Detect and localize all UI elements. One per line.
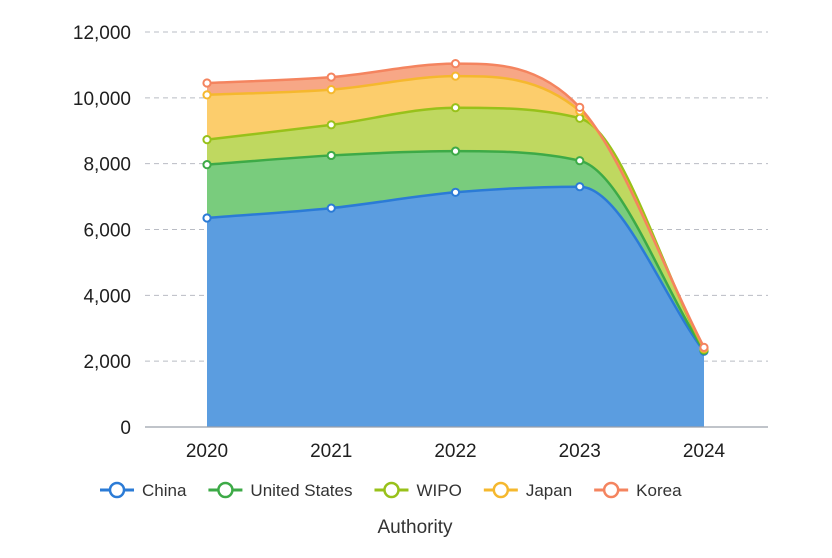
point-japan-2022[interactable] <box>452 73 459 80</box>
y-tick-label: 0 <box>120 418 131 439</box>
y-tick-label: 12,000 <box>73 23 131 44</box>
point-united-states-2020[interactable] <box>203 161 210 168</box>
y-tick-label: 8,000 <box>83 155 131 176</box>
point-china-2023[interactable] <box>576 183 583 190</box>
legend: China United States WIPO Japan Korea <box>100 481 682 500</box>
point-wipo-2023[interactable] <box>576 115 583 122</box>
point-wipo-2021[interactable] <box>328 121 335 128</box>
point-wipo-2022[interactable] <box>452 104 459 111</box>
y-tick-label: 2,000 <box>83 352 131 373</box>
point-korea-2023[interactable] <box>576 104 583 111</box>
legend-label: China <box>142 481 187 500</box>
legend-swatch-marker <box>604 483 618 497</box>
point-united-states-2023[interactable] <box>576 157 583 164</box>
x-tick-label: 2024 <box>683 441 726 462</box>
legend-item-united-states[interactable]: United States <box>208 481 352 500</box>
x-tick-label: 2023 <box>559 441 601 462</box>
point-china-2022[interactable] <box>452 189 459 196</box>
chart-canvas: 0 2,000 4,000 6,000 8,000 10,000 12,000 2020 202… <box>0 0 832 558</box>
point-korea-2022[interactable] <box>452 60 459 67</box>
stacked-area-chart: 0 2,000 4,000 6,000 8,000 10,000 12,000 2020 202… <box>0 0 832 558</box>
point-korea-2024[interactable] <box>700 344 707 351</box>
point-korea-2020[interactable] <box>203 79 210 86</box>
legend-item-japan[interactable]: Japan <box>484 481 572 500</box>
legend-item-china[interactable]: China <box>100 481 187 500</box>
x-tick-label: 2021 <box>310 441 352 462</box>
point-china-2020[interactable] <box>203 214 210 221</box>
area-fills <box>207 64 704 427</box>
legend-swatch-marker <box>110 483 124 497</box>
x-axis-title: Authority <box>378 517 453 538</box>
y-tick-label: 10,000 <box>73 89 131 110</box>
legend-swatch-marker <box>384 483 398 497</box>
point-united-states-2022[interactable] <box>452 148 459 155</box>
legend-item-korea[interactable]: Korea <box>594 481 682 500</box>
point-japan-2020[interactable] <box>203 91 210 98</box>
point-korea-2021[interactable] <box>328 73 335 80</box>
legend-label: Japan <box>526 481 572 500</box>
legend-label: Korea <box>636 481 682 500</box>
point-wipo-2020[interactable] <box>203 136 210 143</box>
point-japan-2021[interactable] <box>328 86 335 93</box>
y-tick-label: 6,000 <box>83 221 131 242</box>
legend-swatch-marker <box>218 483 232 497</box>
x-tick-label: 2020 <box>186 441 228 462</box>
point-united-states-2021[interactable] <box>328 152 335 159</box>
legend-item-wipo[interactable]: WIPO <box>374 481 461 500</box>
y-tick-label: 4,000 <box>83 286 131 307</box>
legend-label: WIPO <box>416 481 461 500</box>
legend-label: United States <box>250 481 352 500</box>
x-tick-label: 2022 <box>434 441 476 462</box>
point-china-2021[interactable] <box>328 205 335 212</box>
legend-swatch-marker <box>494 483 508 497</box>
